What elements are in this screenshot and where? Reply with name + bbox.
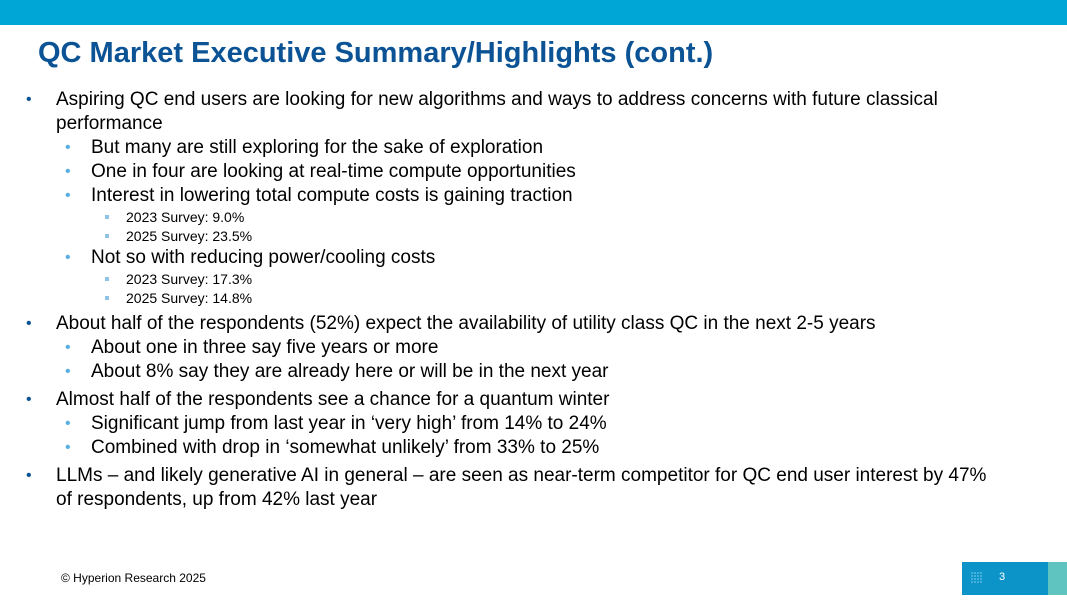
bullet-text: Aspiring QC end users are looking for ne… xyxy=(56,89,938,134)
bullet-dot-icon: • xyxy=(26,467,32,484)
bullet-dot-icon: • xyxy=(26,91,32,108)
bullet-text: LLMs – and likely generative AI in gener… xyxy=(56,465,987,510)
square-bullet-icon xyxy=(105,215,109,219)
sub-sub-bullet-list: 2023 Survey: 9.0% 2025 Survey: 23.5% xyxy=(91,208,1003,246)
sub-bullet-item: • But many are still exploring for the s… xyxy=(56,136,1003,160)
bullet-text: Almost half of the respondents see a cha… xyxy=(56,389,610,410)
sub-bullet-item: • Significant jump from last year in ‘ve… xyxy=(56,412,1003,436)
square-bullet-icon xyxy=(105,234,109,238)
sub-bullet-text: About 8% say they are already here or wi… xyxy=(91,361,609,382)
sub-bullet-text: Interest in lowering total compute costs… xyxy=(91,185,573,206)
bullet-dot-icon: • xyxy=(26,315,32,332)
sub-sub-bullet-item: 2025 Survey: 14.8% xyxy=(91,289,1003,308)
bullet-list: • Aspiring QC end users are looking for … xyxy=(23,88,1003,512)
square-bullet-icon xyxy=(105,296,109,300)
bullet-item: • Almost half of the respondents see a c… xyxy=(23,388,1003,460)
sub-sub-bullet-text: 2023 Survey: 17.3% xyxy=(126,271,253,287)
sub-sub-bullet-item: 2023 Survey: 9.0% xyxy=(91,208,1003,227)
sub-bullet-item: • About 8% say they are already here or … xyxy=(56,360,1003,384)
sub-sub-bullet-text: 2025 Survey: 23.5% xyxy=(126,228,253,244)
bullet-text: About half of the respondents (52%) expe… xyxy=(56,313,876,334)
sub-bullet-item: • Not so with reducing power/cooling cos… xyxy=(56,246,1003,308)
bullet-item: • Aspiring QC end users are looking for … xyxy=(23,88,1003,308)
sub-bullet-text: One in four are looking at real-time com… xyxy=(91,161,576,182)
sub-sub-bullet-list: 2023 Survey: 17.3% 2025 Survey: 14.8% xyxy=(91,270,1003,308)
sub-sub-bullet-text: 2025 Survey: 14.8% xyxy=(126,290,253,306)
page-number: 3 xyxy=(998,571,1006,583)
sub-bullet-list: • About one in three say five years or m… xyxy=(56,336,1003,384)
sub-bullet-item: • Combined with drop in ‘somewhat unlike… xyxy=(56,436,1003,460)
sub-bullet-dot-icon: • xyxy=(65,339,71,356)
sub-bullet-item: • One in four are looking at real-time c… xyxy=(56,160,1003,184)
sub-bullet-item: • Interest in lowering total compute cos… xyxy=(56,184,1003,246)
sub-bullet-dot-icon: • xyxy=(65,139,71,156)
page-number-box xyxy=(962,562,1048,595)
bullet-item: • LLMs – and likely generative AI in gen… xyxy=(23,464,1003,512)
copyright-footer: © Hyperion Research 2025 xyxy=(61,571,206,585)
sub-bullet-dot-icon: • xyxy=(65,249,71,266)
sub-bullet-item: • About one in three say five years or m… xyxy=(56,336,1003,360)
sub-bullet-list: • Significant jump from last year in ‘ve… xyxy=(56,412,1003,460)
top-accent-bar xyxy=(0,0,1067,25)
sub-bullet-dot-icon: • xyxy=(65,163,71,180)
sub-bullet-text: But many are still exploring for the sak… xyxy=(91,137,544,158)
sub-bullet-list: • But many are still exploring for the s… xyxy=(56,136,1003,308)
sub-bullet-text: Significant jump from last year in ‘very… xyxy=(91,413,607,434)
sub-sub-bullet-item: 2025 Survey: 23.5% xyxy=(91,227,1003,246)
dot-grid-icon xyxy=(971,572,982,583)
sub-sub-bullet-item: 2023 Survey: 17.3% xyxy=(91,270,1003,289)
bullet-content: • Aspiring QC end users are looking for … xyxy=(23,88,1003,512)
square-bullet-icon xyxy=(105,277,109,281)
sub-bullet-text: Not so with reducing power/cooling costs xyxy=(91,247,436,268)
page-number-accent xyxy=(1048,562,1067,595)
sub-sub-bullet-text: 2023 Survey: 9.0% xyxy=(126,209,245,225)
sub-bullet-dot-icon: • xyxy=(65,363,71,380)
sub-bullet-text: Combined with drop in ‘somewhat unlikely… xyxy=(91,437,600,458)
sub-bullet-dot-icon: • xyxy=(65,439,71,456)
sub-bullet-text: About one in three say five years or mor… xyxy=(91,337,439,358)
sub-bullet-dot-icon: • xyxy=(65,415,71,432)
bullet-item: • About half of the respondents (52%) ex… xyxy=(23,312,1003,384)
bullet-dot-icon: • xyxy=(26,391,32,408)
sub-bullet-dot-icon: • xyxy=(65,187,71,204)
slide-title: QC Market Executive Summary/Highlights (… xyxy=(38,37,714,69)
